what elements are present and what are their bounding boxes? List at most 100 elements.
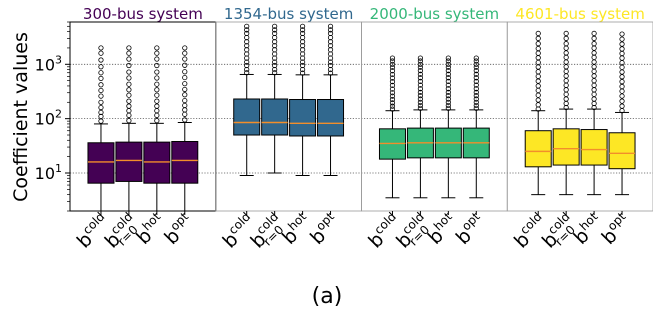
outlier-point (389, 90, 396, 96)
x-tick-label: bopt (596, 209, 636, 249)
outlier-point (126, 56, 132, 62)
outlier-point (182, 56, 188, 62)
outlier-point (244, 27, 250, 33)
outlier-point (154, 50, 160, 56)
outlier-point (535, 41, 541, 47)
outlier-point (98, 50, 104, 56)
outlier-point (619, 79, 625, 85)
outlier-point (473, 75, 479, 81)
outlier-point (244, 62, 250, 69)
outlier-point (591, 50, 597, 56)
outlier-point (563, 45, 569, 51)
outlier-point (154, 69, 160, 75)
box-2 (289, 23, 317, 176)
outlier-point (182, 92, 188, 98)
outlier-point (389, 100, 396, 106)
outlier-point (591, 91, 597, 97)
outlier-point (619, 103, 625, 109)
outlier-point (126, 50, 132, 56)
outlier-point (154, 108, 160, 114)
outlier-point (473, 68, 479, 74)
outlier-point (445, 99, 451, 105)
outlier-point (591, 35, 597, 41)
outlier-point (563, 35, 569, 41)
outlier-point (535, 87, 541, 94)
outlier-point (182, 62, 188, 68)
outlier-point (299, 62, 306, 69)
outlier-point (473, 61, 479, 67)
outlier-point (591, 54, 597, 60)
outlier-point (417, 78, 424, 84)
outlier-point (154, 56, 160, 62)
outlier-point (126, 92, 132, 98)
outlier-point (591, 30, 597, 37)
outlier-point (154, 103, 160, 109)
outlier-point (327, 30, 334, 37)
outlier-point (445, 58, 451, 64)
outlier-point (619, 31, 625, 37)
outlier-point (98, 82, 104, 88)
outlier-point (389, 68, 396, 74)
x-tick-label: bopt (159, 209, 199, 249)
outlier-point (126, 62, 132, 69)
panel-title: 300-bus system (83, 5, 203, 23)
outlier-point (98, 70, 104, 76)
box-3 (462, 55, 490, 199)
outlier-point (272, 62, 278, 69)
outlier-point (389, 61, 396, 67)
outlier-point (244, 43, 250, 49)
box-3 (317, 23, 345, 176)
outlier-point (272, 43, 278, 49)
outlier-point (619, 88, 625, 94)
outlier-point (591, 45, 597, 51)
outlier-point (389, 82, 396, 88)
iqr-box (261, 98, 289, 136)
outlier-point (154, 81, 160, 87)
iqr-box (580, 129, 608, 166)
outlier-point (154, 62, 160, 69)
outlier-point (535, 97, 541, 103)
outlier-point (535, 102, 541, 108)
outlier-point (98, 75, 104, 82)
outlier-point (563, 54, 569, 60)
y-tick-label-100: 102 (35, 108, 62, 129)
outlier-point (182, 50, 188, 56)
figure-caption: (a) (312, 284, 343, 309)
outlier-point (535, 83, 541, 89)
outlier-point (244, 70, 250, 76)
outlier-point (473, 71, 479, 77)
outlier-point (299, 30, 306, 37)
box-2 (580, 30, 608, 196)
outlier-point (98, 118, 104, 124)
outlier-point (299, 43, 306, 49)
outlier-point (591, 87, 597, 93)
outlier-point (244, 23, 250, 29)
outlier-point (445, 71, 451, 77)
box-0 (233, 23, 261, 176)
outlier-point (473, 55, 479, 61)
outlier-point (126, 118, 132, 124)
outlier-point (417, 68, 424, 74)
outlier-point (619, 41, 625, 47)
outlier-point (389, 79, 396, 85)
outlier-point (445, 86, 451, 92)
panel-frame (506, 21, 653, 212)
outlier-point (473, 58, 479, 64)
outlier-point (272, 59, 278, 65)
outlier-point (445, 96, 451, 102)
outlier-point (98, 113, 104, 120)
outlier-point (445, 55, 451, 61)
outlier-point (327, 43, 334, 49)
outlier-point (563, 64, 569, 70)
outlier-point (327, 51, 334, 57)
outlier-point (445, 82, 451, 88)
outlier-point (473, 86, 479, 92)
outlier-point (272, 34, 278, 41)
iqr-box (608, 132, 636, 170)
outlier-point (591, 64, 597, 70)
box-2 (143, 45, 171, 211)
outlier-point (535, 64, 541, 70)
iqr-box (171, 140, 199, 184)
outlier-point (619, 64, 625, 70)
